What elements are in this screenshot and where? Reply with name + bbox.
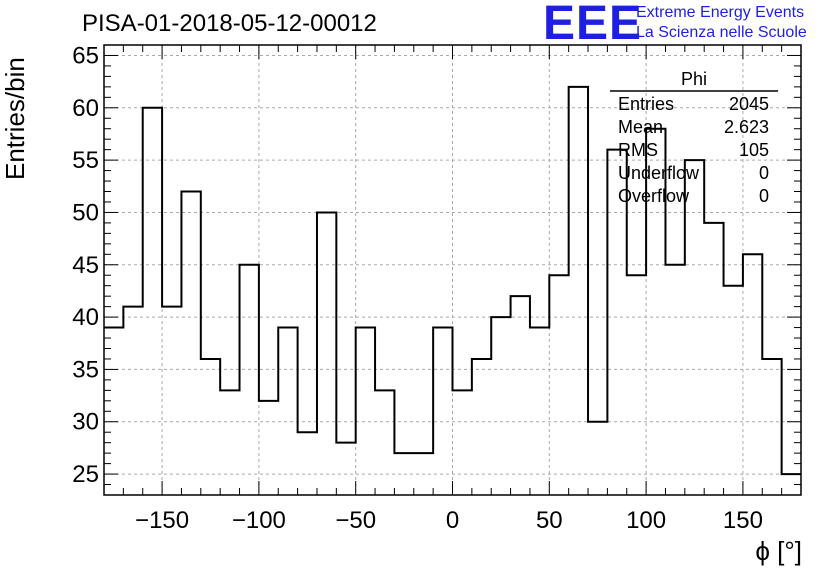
- x-tick-label: 100: [626, 507, 666, 534]
- histogram-bin: [704, 223, 723, 495]
- logo-subtitle-1: Extreme Energy Events: [636, 4, 805, 21]
- stats-value: 2.623: [724, 117, 769, 137]
- histogram-bin: [278, 328, 297, 495]
- histogram-bin: [627, 275, 646, 495]
- y-tick-label: 45: [72, 252, 99, 279]
- y-tick-label: 30: [72, 409, 99, 436]
- stats-value: 0: [759, 186, 769, 206]
- histogram-bin: [472, 359, 491, 495]
- stats-label: Mean: [618, 117, 663, 137]
- histogram-series-line: [104, 85, 801, 476]
- histogram-bin: [453, 390, 472, 495]
- histogram-bin: [317, 212, 336, 495]
- logo-subtitle-2: La Scienza nelle Scuole: [636, 24, 807, 41]
- x-tick-label: 50: [536, 507, 563, 534]
- histogram-bin: [433, 328, 452, 495]
- histogram-bin: [491, 317, 510, 495]
- histogram-bin: [298, 432, 317, 495]
- histogram-bin: [220, 390, 239, 495]
- stats-label: Entries: [618, 94, 674, 114]
- histogram-bin: [356, 328, 375, 495]
- histogram-bin: [375, 390, 394, 495]
- stats-label: Overflow: [618, 186, 690, 206]
- histogram-bin: [569, 87, 588, 495]
- x-axis-label: ϕ [°]: [755, 536, 802, 566]
- y-tick-label: 50: [72, 199, 99, 226]
- y-tick-label: 25: [72, 461, 99, 488]
- histogram-bin: [646, 129, 665, 495]
- stats-box-title: Phi: [681, 69, 707, 89]
- x-tick-label: 150: [723, 507, 763, 534]
- stats-value: 0: [759, 163, 769, 183]
- y-tick-label: 40: [72, 304, 99, 331]
- x-tick-label: −150: [135, 507, 189, 534]
- histogram-bin: [240, 265, 259, 495]
- y-tick-label: 35: [72, 356, 99, 383]
- stats-value: 2045: [729, 94, 769, 114]
- histogram-bin: [665, 265, 684, 495]
- histogram-bin: [181, 192, 200, 495]
- stats-label: Underflow: [618, 163, 700, 183]
- histogram-bin: [123, 307, 142, 495]
- histogram-bin: [511, 296, 530, 495]
- x-tick-label: 0: [446, 507, 459, 534]
- histogram-bin: [549, 275, 568, 495]
- histogram-bin: [588, 422, 607, 495]
- stats-value: 105: [739, 140, 769, 160]
- histogram-bin: [143, 108, 162, 495]
- plot-title: PISA-01-2018-05-12-00012: [82, 10, 377, 37]
- histogram-bin: [530, 328, 549, 495]
- histogram-bin: [762, 359, 781, 495]
- histogram-bin: [162, 307, 181, 495]
- y-tick-label: 60: [72, 95, 99, 122]
- y-tick-label: 55: [72, 147, 99, 174]
- histogram-bin: [743, 254, 762, 495]
- histogram-bin: [685, 160, 704, 495]
- histogram-bin: [201, 359, 220, 495]
- stats-label: RMS: [618, 140, 658, 160]
- histogram-bin: [336, 443, 355, 495]
- x-tick-label: −50: [335, 507, 376, 534]
- x-tick-label: −100: [232, 507, 286, 534]
- eee-logo: EEE: [543, 0, 643, 50]
- y-tick-label: 65: [72, 42, 99, 69]
- histogram-bin: [259, 401, 278, 495]
